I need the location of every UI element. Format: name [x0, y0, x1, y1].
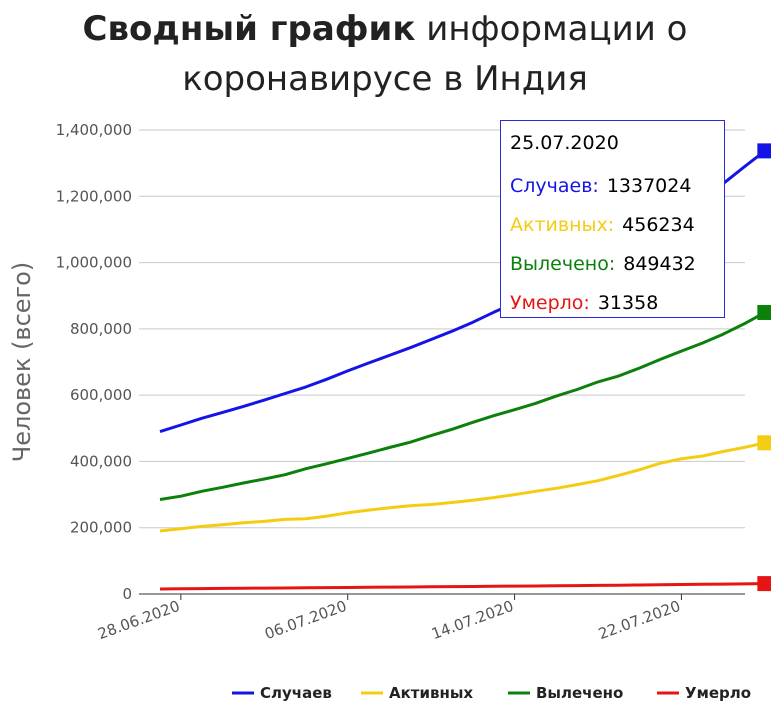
series-end-marker — [757, 143, 771, 159]
series-end-marker — [757, 576, 771, 592]
chart-title-rest: информации о — [426, 9, 687, 49]
series-end-marker — [757, 304, 771, 320]
tooltip-row-active: Активных: 456234 — [510, 206, 715, 245]
series-line — [159, 441, 766, 533]
legend-item[interactable]: Вылечено — [536, 684, 623, 702]
chart-title-line1: Сводный график информации о — [83, 9, 688, 49]
y-tick-label: 600,000 — [70, 386, 132, 404]
tooltip-label: Вылечено: — [510, 253, 616, 275]
series-line — [159, 582, 765, 591]
tooltip-value: 456234 — [622, 214, 695, 236]
legend[interactable]: Случаев Активных Вылечено Умерло — [232, 684, 751, 702]
y-axis: 0 200,000 400,000 600,000 800,000 1,000,000 1,… — [56, 121, 132, 603]
y-tick-label: 200,000 — [70, 519, 132, 537]
tooltip-date: 25.07.2020 — [510, 132, 619, 154]
y-tick-label: 0 — [122, 585, 132, 603]
y-tick-label: 1,000,000 — [56, 254, 132, 272]
y-tick-label: 400,000 — [70, 452, 132, 470]
chart-title-bold: Сводный график — [83, 9, 416, 49]
x-tick-label: 14.07.2020 — [429, 597, 516, 643]
y-tick-label: 1,200,000 — [56, 187, 132, 205]
tooltip: 25.07.2020 Случаев: 1337024 Активных: 4562… — [500, 120, 725, 318]
series-end-marker — [757, 435, 771, 451]
tooltip-label: Умерло: — [510, 292, 590, 314]
chart-title-line2: коронавирусе в Индия — [182, 59, 588, 99]
x-tick-label: 28.06.2020 — [95, 597, 182, 643]
legend-item[interactable]: Умерло — [685, 684, 751, 702]
tooltip-value: 1337024 — [606, 175, 692, 197]
x-axis: 28.06.2020 06.07.2020 14.07.2020 22.07.2020 — [95, 594, 683, 643]
y-tick-label: 1,400,000 — [56, 121, 132, 139]
x-tick-label: 22.07.2020 — [596, 597, 683, 643]
tooltip-row-cases: Случаев: 1337024 — [510, 167, 715, 206]
legend-item[interactable]: Активных — [389, 684, 473, 702]
y-tick-label: 800,000 — [70, 320, 132, 338]
series-line — [159, 311, 766, 501]
tooltip-row-deaths: Умерло: 31358 — [510, 284, 715, 323]
y-axis-label: Человек (всего) — [8, 262, 36, 462]
tooltip-row-recovered: Вылечено: 849432 — [510, 245, 715, 284]
legend-item[interactable]: Случаев — [260, 684, 332, 702]
tooltip-label: Активных: — [510, 214, 615, 236]
x-tick-label: 06.07.2020 — [262, 597, 349, 643]
grid — [139, 129, 745, 595]
tooltip-value: 31358 — [597, 292, 659, 314]
tooltip-value: 849432 — [623, 253, 696, 275]
tooltip-label: Случаев: — [510, 175, 599, 197]
